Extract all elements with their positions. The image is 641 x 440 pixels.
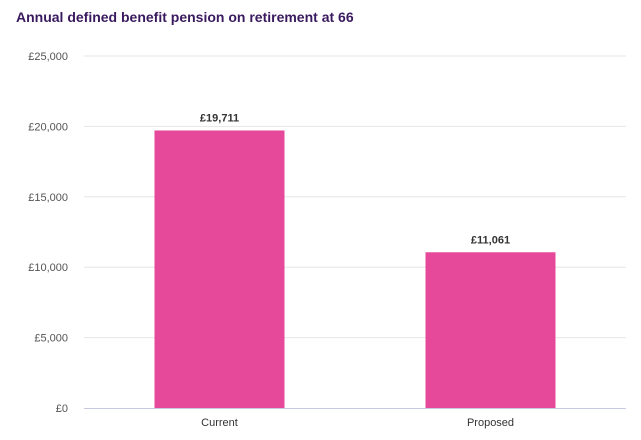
data-labels: £19,711 £11,061 bbox=[200, 112, 510, 246]
chart-title: Annual defined benefit pension on retire… bbox=[16, 9, 354, 25]
y-tick-label: £15,000 bbox=[28, 192, 68, 204]
y-tick-label: £10,000 bbox=[28, 262, 68, 274]
x-tick-label: Proposed bbox=[467, 417, 514, 429]
x-axis: Current Proposed bbox=[84, 408, 626, 429]
bars bbox=[154, 130, 556, 408]
data-label: £19,711 bbox=[200, 112, 239, 124]
y-tick-label: £25,000 bbox=[28, 51, 68, 63]
data-label: £11,061 bbox=[471, 234, 510, 246]
y-tick-label: £5,000 bbox=[34, 333, 68, 345]
bar-current bbox=[154, 130, 285, 408]
x-tick-label: Current bbox=[201, 417, 238, 429]
y-tick-label: £20,000 bbox=[28, 121, 68, 133]
y-tick-label: £0 bbox=[56, 403, 68, 415]
y-axis-ticks: £0 £5,000 £10,000 £15,000 £20,000 £25,000 bbox=[28, 51, 68, 415]
bar-proposed bbox=[425, 252, 556, 408]
